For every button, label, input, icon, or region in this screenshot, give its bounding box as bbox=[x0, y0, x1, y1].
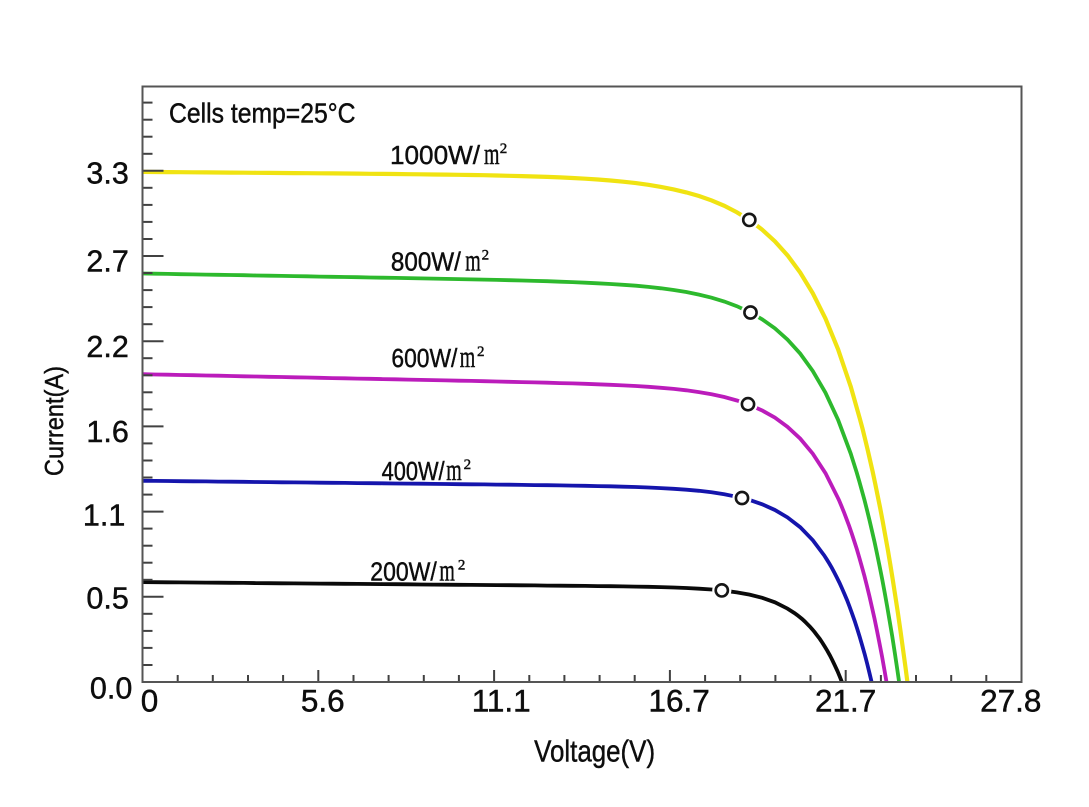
svg-text:m: m bbox=[439, 553, 455, 588]
svg-text:200W/: 200W/ bbox=[370, 557, 437, 587]
svg-text:0.5: 0.5 bbox=[86, 582, 128, 616]
svg-text:800W/: 800W/ bbox=[391, 247, 462, 277]
svg-text:0: 0 bbox=[141, 682, 159, 718]
svg-text:0.0: 0.0 bbox=[90, 672, 132, 706]
svg-text:2: 2 bbox=[500, 141, 508, 157]
svg-text:600W/: 600W/ bbox=[391, 343, 458, 373]
svg-text:400W/: 400W/ bbox=[382, 456, 446, 486]
svg-text:2.7: 2.7 bbox=[86, 244, 128, 278]
svg-text:2.2: 2.2 bbox=[86, 330, 128, 364]
svg-text:21.7: 21.7 bbox=[815, 682, 876, 718]
svg-text:1.1: 1.1 bbox=[83, 499, 125, 533]
svg-text:Current(A): Current(A) bbox=[39, 366, 69, 476]
svg-text:16.7: 16.7 bbox=[648, 682, 709, 718]
svg-text:Cells temp=25°C: Cells temp=25°C bbox=[169, 98, 356, 129]
svg-text:11.1: 11.1 bbox=[472, 682, 531, 718]
svg-text:m: m bbox=[465, 243, 481, 278]
svg-text:m: m bbox=[484, 136, 500, 171]
svg-text:2: 2 bbox=[482, 248, 490, 264]
svg-text:2: 2 bbox=[458, 558, 466, 574]
svg-text:Voltage(V): Voltage(V) bbox=[534, 733, 655, 768]
svg-text:5.6: 5.6 bbox=[301, 682, 345, 718]
svg-text:m: m bbox=[446, 452, 462, 487]
svg-text:2: 2 bbox=[477, 344, 485, 360]
svg-text:m: m bbox=[460, 339, 476, 374]
svg-text:1.6: 1.6 bbox=[86, 415, 128, 449]
svg-text:3.3: 3.3 bbox=[86, 156, 128, 190]
svg-text:1000W/: 1000W/ bbox=[390, 140, 481, 170]
svg-text:27.8: 27.8 bbox=[980, 682, 1041, 718]
svg-text:2: 2 bbox=[464, 457, 472, 473]
